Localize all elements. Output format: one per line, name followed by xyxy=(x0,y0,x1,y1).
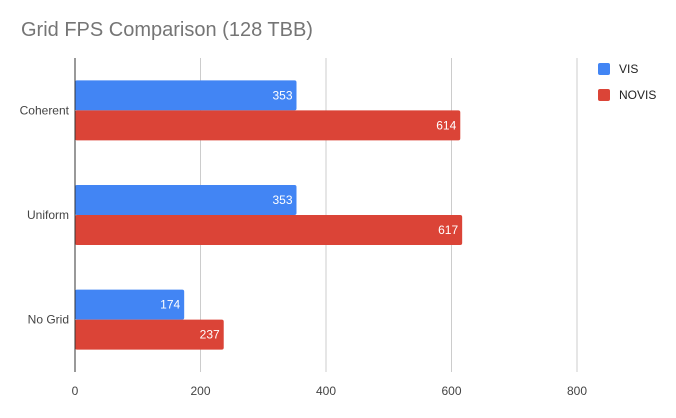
x-tick-label-600: 600 xyxy=(441,384,461,398)
legend-label-novis: NOVIS xyxy=(619,88,657,102)
data-label: 617 xyxy=(438,223,458,237)
data-label: 353 xyxy=(272,193,292,207)
legend-item-vis[interactable]: VIS xyxy=(598,58,656,80)
chart-title: Grid FPS Comparison (128 TBB) xyxy=(21,19,313,41)
data-label: 174 xyxy=(160,298,180,312)
x-tick-label-0: 0 xyxy=(72,384,79,398)
x-tick-label-400: 400 xyxy=(316,384,336,398)
legend-swatch-novis xyxy=(598,89,610,101)
data-label: 237 xyxy=(200,328,220,342)
bar-vis-uniform xyxy=(75,185,297,215)
bar-novis-coherent xyxy=(75,110,461,141)
legend-label-vis: VIS xyxy=(619,62,639,76)
y-category-label: Uniform xyxy=(27,208,69,222)
y-category-label: Coherent xyxy=(20,103,70,117)
bar-vis-coherent xyxy=(75,80,297,111)
bar-novis-uniform xyxy=(75,215,463,245)
legend: VIS NOVIS xyxy=(598,58,656,110)
bar-novis-no-grid xyxy=(75,319,224,350)
data-label: 353 xyxy=(272,88,292,102)
legend-item-novis[interactable]: NOVIS xyxy=(598,84,656,106)
data-label: 614 xyxy=(436,118,456,132)
y-category-label: No Grid xyxy=(28,313,69,327)
x-tick-label-200: 200 xyxy=(190,384,210,398)
legend-swatch-vis xyxy=(598,63,610,75)
x-tick-label-800: 800 xyxy=(567,384,587,398)
data-labels: 353 614 353 617 174 237 xyxy=(160,88,458,341)
bar-vis-no-grid xyxy=(75,289,185,320)
axes: 0 200 400 600 800 Coherent Uniform No Grid xyxy=(20,58,587,398)
bars xyxy=(75,80,463,350)
